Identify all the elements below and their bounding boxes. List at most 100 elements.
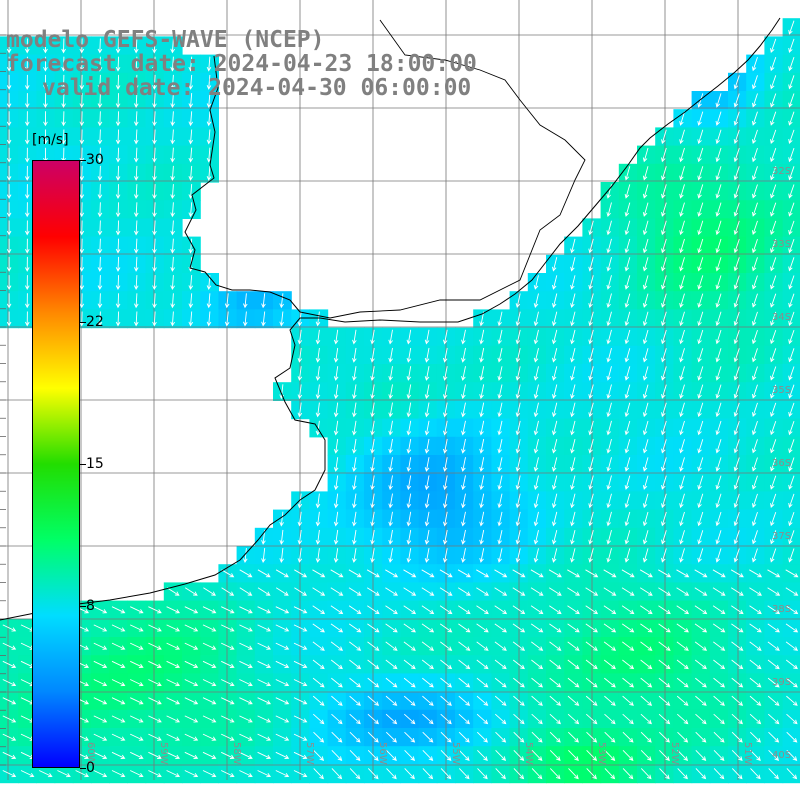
wind-arrow [695,677,707,688]
wind-arrow [624,475,631,490]
wind-arrow [424,402,430,418]
wind-arrow [403,659,416,670]
wind-arrow [642,439,649,454]
wind-arrow [461,384,466,400]
wind-arrow [352,438,357,454]
wind-arrow [695,749,707,761]
wind-arrow [588,529,594,545]
wind-arrow [531,695,543,706]
wind-arrow [439,587,453,596]
wind-arrow [588,347,594,363]
wind-arrow [293,624,308,632]
wind-arrow [715,348,722,363]
wind-arrow [61,38,66,54]
wind-arrow [530,587,544,596]
wind-arrow [188,56,194,72]
wind-arrow [694,641,708,651]
wind-arrow [461,457,466,472]
wind-arrow [585,677,598,688]
wind-arrow [751,348,758,363]
wind-arrow [606,293,612,309]
wind-arrow [715,420,722,436]
wind-arrow [352,329,357,345]
wind-arrow [715,329,722,345]
wind-arrow [606,366,612,381]
wind-arrow [367,605,380,615]
wind-arrow [406,438,412,454]
wind-arrow [403,623,416,633]
wind-arrow [333,420,339,436]
wind-arrow [751,329,758,345]
wind-arrow [293,679,308,687]
wind-arrow [406,511,412,527]
wind-arrow [461,402,466,418]
wind-arrow [770,38,777,53]
wind-arrow [477,768,488,780]
wind-arrow [166,624,181,632]
wind-arrow [352,548,357,563]
wind-arrow [370,347,375,363]
wind-arrow [130,624,144,632]
river-border-path [184,55,301,313]
wind-arrow [697,530,704,545]
wind-arrow [206,147,212,163]
wind-arrow [494,677,507,688]
wind-arrow [479,366,485,381]
wind-arrow [788,184,795,199]
wind-arrow [515,348,521,363]
wind-arrow [715,238,722,254]
wind-arrow [422,695,434,706]
wind-arrow [551,457,558,472]
wind-arrow [603,623,617,633]
wind-arrow [348,623,362,633]
wind-arrow [333,366,339,381]
wind-arrow [751,202,758,217]
wind-arrow [788,56,795,72]
wind-arrow [293,770,308,778]
wind-arrow [624,257,631,272]
wind-arrow [111,679,126,687]
wind-arrow [733,311,740,326]
wind-arrow [440,659,453,670]
wind-arrow [642,402,649,418]
wind-arrow [24,111,30,127]
wind-arrow [570,438,576,454]
wind-arrow [184,587,198,596]
wind-arrow [388,438,393,454]
wind-arrow [297,366,303,381]
wind-arrow [352,402,357,418]
wind-arrow [679,511,685,527]
wind-arrow [770,384,777,399]
wind-arrow [494,641,507,651]
wind-arrow [79,220,85,236]
wind-arrow [2,715,17,723]
wind-arrow [533,457,539,472]
wind-arrow [406,366,412,381]
wind-arrow [297,384,303,400]
wind-arrow [188,165,194,181]
wind-arrow [679,475,685,490]
speed-cell [782,764,800,784]
wind-arrow [279,311,284,327]
wind-arrow [152,202,157,218]
wind-arrow [166,751,181,759]
wind-arrow [624,384,631,399]
wind-arrow [603,641,617,651]
wind-arrow [79,129,85,145]
wind-arrow [770,202,777,217]
wind-arrow [111,624,126,632]
wind-arrow [495,731,507,743]
wind-arrow [275,569,289,578]
wind-arrow [2,697,17,705]
wind-arrow [588,420,594,436]
wind-arrow [497,439,503,454]
wind-arrow [694,659,707,670]
wind-arrow [622,695,634,706]
wind-arrow [679,311,685,327]
wind-arrow [370,329,375,345]
wind-arrow [713,768,725,780]
wind-arrow [697,548,704,563]
wind-arrow [697,220,704,236]
wind-arrow [676,569,690,578]
wind-arrow [751,93,758,108]
